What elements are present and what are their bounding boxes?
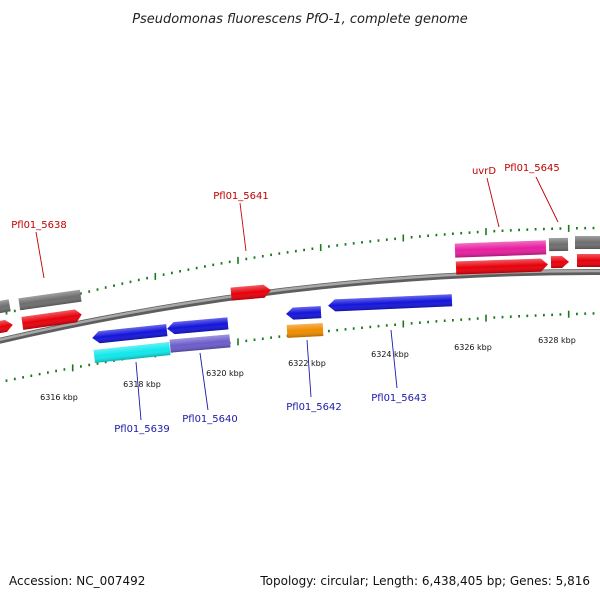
gene-red-5641[interactable] (230, 284, 272, 301)
tick-label-6318: 6318 kbp (123, 380, 161, 389)
accession-text: Accession: NC_007492 (9, 574, 145, 588)
gene-cyan-5639[interactable] (93, 342, 171, 363)
leader-line-uvrD (486, 177, 500, 228)
gene-blue-5643[interactable] (328, 294, 453, 312)
inner-tick-ruler (5, 310, 595, 382)
gene-red-right-edge[interactable] (577, 254, 600, 267)
gene-label-pfl01-5641[interactable]: Pfl01_5641 (213, 191, 269, 202)
gene-label-pfl01-5642[interactable]: Pfl01_5642 (286, 402, 342, 413)
gene-gray-5638[interactable] (18, 289, 82, 311)
gene-orange-5642[interactable] (286, 323, 324, 338)
leader-line-5638 (35, 231, 45, 279)
tick-label-6322: 6322 kbp (288, 359, 326, 368)
leader-line-5639 (135, 361, 142, 421)
gene-label-pfl01-5640[interactable]: Pfl01_5640 (182, 414, 238, 425)
gene-blue-5639[interactable] (92, 324, 168, 344)
tick-label-6316: 6316 kbp (40, 393, 78, 402)
gene-gray-5645[interactable] (548, 237, 569, 252)
gene-blue-5642[interactable] (286, 306, 322, 320)
leader-line-5645 (535, 176, 559, 223)
gene-label-pfl01-5645[interactable]: Pfl01_5645 (504, 163, 560, 174)
genome-summary-text: Topology: circular; Length: 6,438,405 bp… (259, 574, 590, 588)
tick-label-6324: 6324 kbp (371, 350, 409, 359)
leader-line-5640 (199, 352, 209, 411)
gene-blue-5640[interactable] (167, 317, 229, 335)
gene-magenta-uvrD[interactable] (454, 240, 547, 258)
gene-label-pfl01-5638[interactable]: Pfl01_5638 (11, 220, 67, 231)
gene-red-left-edge[interactable] (0, 319, 14, 335)
gene-label-pfl01-5643[interactable]: Pfl01_5643 (371, 393, 427, 404)
gene-red-uvrD[interactable] (455, 258, 548, 275)
tick-label-6326: 6326 kbp (454, 343, 492, 352)
leader-line-5641 (239, 202, 247, 252)
gene-slate-5640[interactable] (169, 334, 231, 353)
tick-label-6320: 6320 kbp (206, 369, 244, 378)
gene-gray-left-edge[interactable] (0, 299, 11, 315)
map-title: Pseudomonas fluorescens PfO-1, complete … (132, 12, 468, 27)
gene-label-uvrD[interactable]: uvrD (472, 166, 496, 177)
leader-line-5642 (306, 339, 312, 398)
leader-line-5643 (390, 329, 398, 389)
gene-red-5638b[interactable] (21, 309, 82, 330)
tick-label-6328: 6328 kbp (538, 336, 576, 345)
gene-red-5645[interactable] (550, 255, 569, 269)
gene-label-pfl01-5639[interactable]: Pfl01_5639 (114, 424, 170, 435)
gene-gray-right-edge[interactable] (575, 236, 600, 249)
